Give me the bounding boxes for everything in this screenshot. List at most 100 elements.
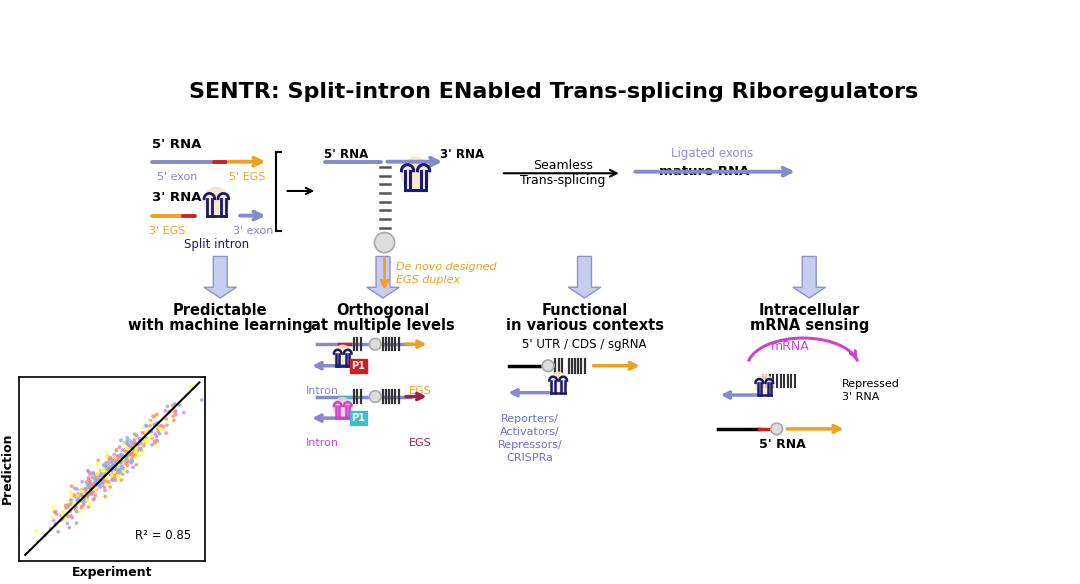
Point	[108, 445, 125, 454]
Circle shape	[542, 360, 554, 371]
Point	[86, 477, 104, 486]
Point	[126, 451, 144, 460]
Point	[77, 496, 94, 506]
Point	[96, 492, 113, 501]
Point	[59, 500, 77, 510]
Point	[67, 505, 84, 514]
Point	[94, 466, 111, 475]
Point	[77, 484, 94, 493]
Point	[154, 422, 172, 432]
Point	[107, 475, 124, 485]
Point	[147, 429, 164, 439]
Point	[171, 400, 188, 409]
Point	[73, 490, 91, 499]
Text: mature RNA: mature RNA	[660, 165, 750, 178]
Point	[83, 487, 100, 496]
Point	[104, 471, 121, 481]
Point	[113, 455, 131, 464]
Point	[80, 467, 97, 477]
Point	[99, 461, 117, 471]
Point	[110, 467, 127, 476]
Point	[106, 474, 123, 483]
Point	[96, 470, 113, 479]
Point	[104, 456, 121, 465]
Point	[107, 456, 124, 465]
Point	[48, 507, 65, 516]
Point	[89, 474, 106, 484]
Point	[139, 438, 157, 447]
Point	[67, 503, 84, 512]
Point	[103, 470, 120, 479]
Point	[97, 474, 114, 483]
Point	[117, 464, 134, 474]
Point	[28, 527, 45, 536]
Point	[148, 432, 165, 441]
Point	[113, 452, 131, 461]
X-axis label: Experiment: Experiment	[72, 566, 152, 579]
Point	[68, 507, 85, 516]
Point	[81, 500, 98, 509]
Point	[97, 465, 114, 475]
Point	[129, 433, 146, 443]
Point	[130, 440, 147, 450]
Point	[78, 495, 95, 505]
Point	[104, 463, 121, 472]
Point	[120, 439, 137, 449]
Point	[175, 408, 192, 417]
Point	[152, 421, 170, 430]
Point	[167, 410, 185, 419]
Point	[159, 420, 176, 430]
Point	[66, 499, 83, 509]
Point	[96, 461, 113, 471]
Point	[122, 443, 139, 453]
Point	[116, 452, 133, 461]
Text: 5' exon: 5' exon	[158, 172, 198, 182]
Point	[89, 479, 106, 488]
Point	[68, 519, 85, 528]
Point	[99, 452, 117, 461]
Text: Intracellular: Intracellular	[758, 303, 860, 318]
Point	[147, 442, 164, 451]
Point	[122, 447, 139, 457]
Point	[107, 461, 124, 470]
Point	[107, 461, 124, 470]
Point	[96, 483, 113, 492]
Point	[42, 524, 59, 533]
Point	[96, 486, 113, 495]
Point	[69, 498, 86, 507]
Point	[65, 491, 82, 500]
Point	[143, 432, 160, 441]
Text: Predictable: Predictable	[173, 303, 268, 318]
Point	[123, 457, 140, 466]
Point	[112, 457, 130, 467]
Point	[111, 460, 129, 469]
Point	[97, 458, 114, 468]
Point	[60, 523, 78, 533]
Point	[114, 459, 132, 468]
Point	[59, 512, 77, 521]
Point	[120, 447, 137, 457]
Point	[54, 510, 71, 520]
Point	[99, 462, 117, 471]
Point	[144, 433, 161, 443]
Point	[96, 464, 113, 473]
Point	[140, 418, 158, 427]
Point	[76, 486, 93, 495]
Text: EGS: EGS	[409, 438, 432, 448]
Point	[112, 464, 130, 473]
Point	[111, 459, 129, 468]
Point	[68, 492, 85, 501]
Point	[120, 441, 137, 450]
Point	[107, 460, 124, 469]
Point	[135, 437, 152, 446]
Point	[83, 481, 100, 491]
FancyArrow shape	[793, 256, 825, 298]
Point	[126, 450, 144, 459]
Point	[118, 447, 135, 457]
Point	[119, 456, 136, 465]
Point	[109, 465, 126, 474]
Point	[112, 461, 130, 470]
Point	[85, 469, 103, 478]
Point	[123, 444, 140, 453]
Point	[86, 478, 104, 487]
